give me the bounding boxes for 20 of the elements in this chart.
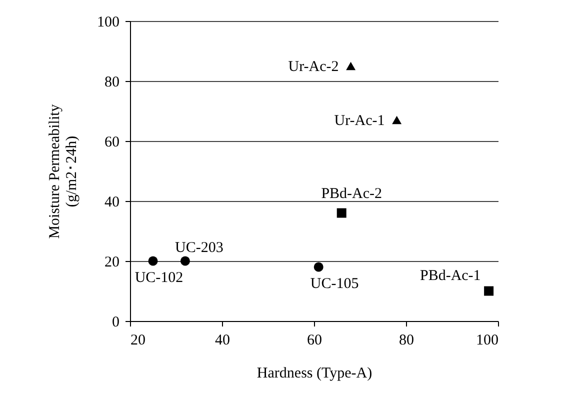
annotation: Ur-Ac-2	[288, 59, 339, 75]
x-tick-label: 80	[399, 332, 414, 348]
x-tick-label: 60	[307, 332, 322, 348]
y-tick-label: 80	[104, 74, 120, 90]
x-tick-label: 100	[476, 332, 498, 348]
y-tick-label: 40	[104, 194, 120, 210]
annotation: PBd-Ac-1	[420, 268, 481, 284]
annotation: PBd-Ac-2	[321, 186, 382, 202]
y-tick-label: 60	[104, 134, 120, 150]
y-tick-label: 0	[112, 314, 120, 330]
annotation: UC-105	[310, 276, 359, 292]
annotation: UC-203	[175, 240, 224, 256]
x-tick-label: 20	[130, 332, 146, 348]
y-tick-label: 20	[104, 254, 120, 270]
x-axis-title: Hardness (Type-A)	[256, 366, 372, 382]
annotation: Ur-Ac-1	[334, 113, 385, 129]
y-tick-label: 100	[97, 14, 120, 30]
x-tick-label: 40	[215, 332, 230, 348]
y-axis-title: Moisture Permeability (g/m2･24h)	[47, 104, 80, 239]
annotation: UC-102	[134, 270, 184, 286]
